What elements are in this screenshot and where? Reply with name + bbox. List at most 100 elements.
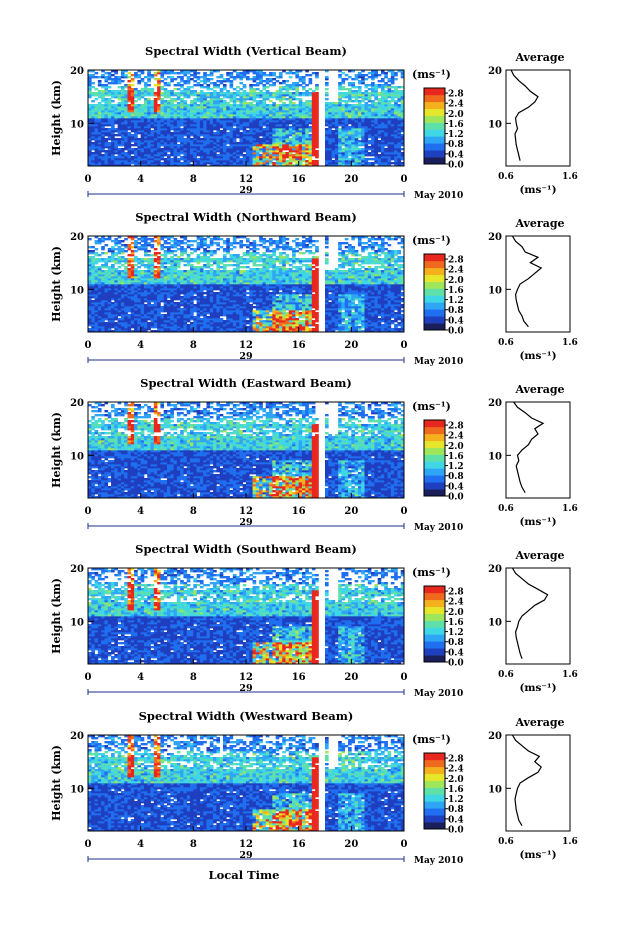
heatmap-cell xyxy=(351,86,355,88)
heatmap-cell xyxy=(295,120,299,122)
heatmap-cell xyxy=(154,240,158,242)
heatmap-cell xyxy=(341,112,345,114)
heatmap-cell xyxy=(160,148,164,150)
heatmap-cell xyxy=(154,144,158,146)
heatmap-cell xyxy=(101,148,105,150)
heatmap-cell xyxy=(177,158,181,160)
heatmap-cell xyxy=(262,102,266,104)
heatmap-cell xyxy=(262,88,266,90)
heatmap-cell xyxy=(384,76,388,78)
heatmap-cell xyxy=(154,106,158,108)
heatmap-cell xyxy=(309,160,313,162)
heatmap-cell xyxy=(266,142,270,144)
heatmap-cell xyxy=(104,90,108,92)
heatmap-cell xyxy=(98,152,102,154)
heatmap-cell xyxy=(187,78,191,80)
heatmap-cell xyxy=(114,104,118,106)
heatmap-cell xyxy=(95,136,99,138)
heatmap-cell xyxy=(88,308,92,310)
heatmap-cell xyxy=(266,120,270,122)
heatmap-cell xyxy=(88,258,92,260)
heatmap-cell xyxy=(160,138,164,140)
heatmap-cell xyxy=(253,130,257,132)
heatmap-cell xyxy=(131,144,135,146)
heatmap-cell xyxy=(388,104,392,106)
heatmap-cell xyxy=(177,146,181,148)
heatmap-cell xyxy=(371,134,375,136)
heatmap-cell xyxy=(183,144,187,146)
heatmap-cell xyxy=(177,82,181,84)
heatmap-cell xyxy=(118,78,122,80)
heatmap-cell xyxy=(88,314,92,316)
heatmap-cell xyxy=(170,140,174,142)
heatmap-cell xyxy=(118,82,122,84)
heatmap-cell xyxy=(259,104,263,106)
heatmap-cell xyxy=(147,102,151,104)
heatmap-cell xyxy=(220,154,224,156)
heatmap-cell xyxy=(230,104,234,106)
heatmap-cell xyxy=(266,126,270,128)
heatmap-cell xyxy=(216,150,220,152)
heatmap-cell xyxy=(141,146,145,148)
heatmap-cell xyxy=(101,106,105,108)
heatmap-cell xyxy=(358,128,362,130)
heatmap-cell xyxy=(243,148,247,150)
heatmap-cell xyxy=(183,112,187,114)
heatmap-cell xyxy=(118,246,122,248)
heatmap-cell xyxy=(88,128,92,130)
heatmap-cell xyxy=(88,80,92,82)
heatmap-cell xyxy=(381,118,385,120)
heatmap-cell xyxy=(111,288,115,290)
heatmap-cell xyxy=(358,134,362,136)
heatmap-cell xyxy=(259,120,263,122)
heatmap-cell xyxy=(246,158,250,160)
heatmap-cell xyxy=(190,100,194,102)
heatmap-cell xyxy=(164,296,168,298)
heatmap-cell xyxy=(226,110,230,112)
heatmap-cell xyxy=(174,134,178,136)
heatmap-cell xyxy=(355,106,359,108)
x-tick-label: 12 xyxy=(239,174,253,185)
heatmap-cell xyxy=(95,292,99,294)
heatmap-cell xyxy=(246,146,250,148)
heatmap-cell xyxy=(170,306,174,308)
heatmap-cell xyxy=(200,148,204,150)
heatmap-cell xyxy=(315,140,319,142)
heatmap-cell xyxy=(144,130,148,132)
heatmap-cell xyxy=(98,306,102,308)
heatmap-cell xyxy=(233,140,237,142)
heatmap-cell xyxy=(177,312,181,314)
heatmap-cell xyxy=(88,274,92,276)
heatmap-cell xyxy=(262,162,266,164)
heatmap-cell xyxy=(98,150,102,152)
heatmap-cell xyxy=(108,320,112,322)
heatmap-cell xyxy=(121,114,125,116)
heatmap-cell xyxy=(312,160,316,162)
heatmap-cell xyxy=(239,100,243,102)
heatmap-cell xyxy=(295,140,299,142)
heatmap-cell xyxy=(262,114,266,116)
heatmap-cell xyxy=(118,90,122,92)
heatmap-cell xyxy=(151,122,155,124)
heatmap-cell xyxy=(338,154,342,156)
heatmap-cell xyxy=(394,130,398,132)
heatmap-cell xyxy=(388,146,392,148)
heatmap-cell xyxy=(141,150,145,152)
heatmap-cell xyxy=(276,134,280,136)
heatmap-cell xyxy=(388,140,392,142)
heatmap-cell xyxy=(332,134,336,136)
heatmap-cell xyxy=(279,94,283,96)
heatmap-cell xyxy=(95,320,99,322)
heatmap-cell xyxy=(328,146,332,148)
heatmap-cell xyxy=(365,106,369,108)
heatmap-cell xyxy=(200,158,204,160)
heatmap-cell xyxy=(187,116,191,118)
heatmap-cell xyxy=(118,104,122,106)
heatmap-cell xyxy=(391,116,395,118)
heatmap-cell xyxy=(151,126,155,128)
heatmap-cell xyxy=(230,128,234,130)
heatmap-cell xyxy=(328,148,332,150)
heatmap-cell xyxy=(88,90,92,92)
heatmap-cell xyxy=(325,154,329,156)
heatmap-cell xyxy=(394,106,398,108)
